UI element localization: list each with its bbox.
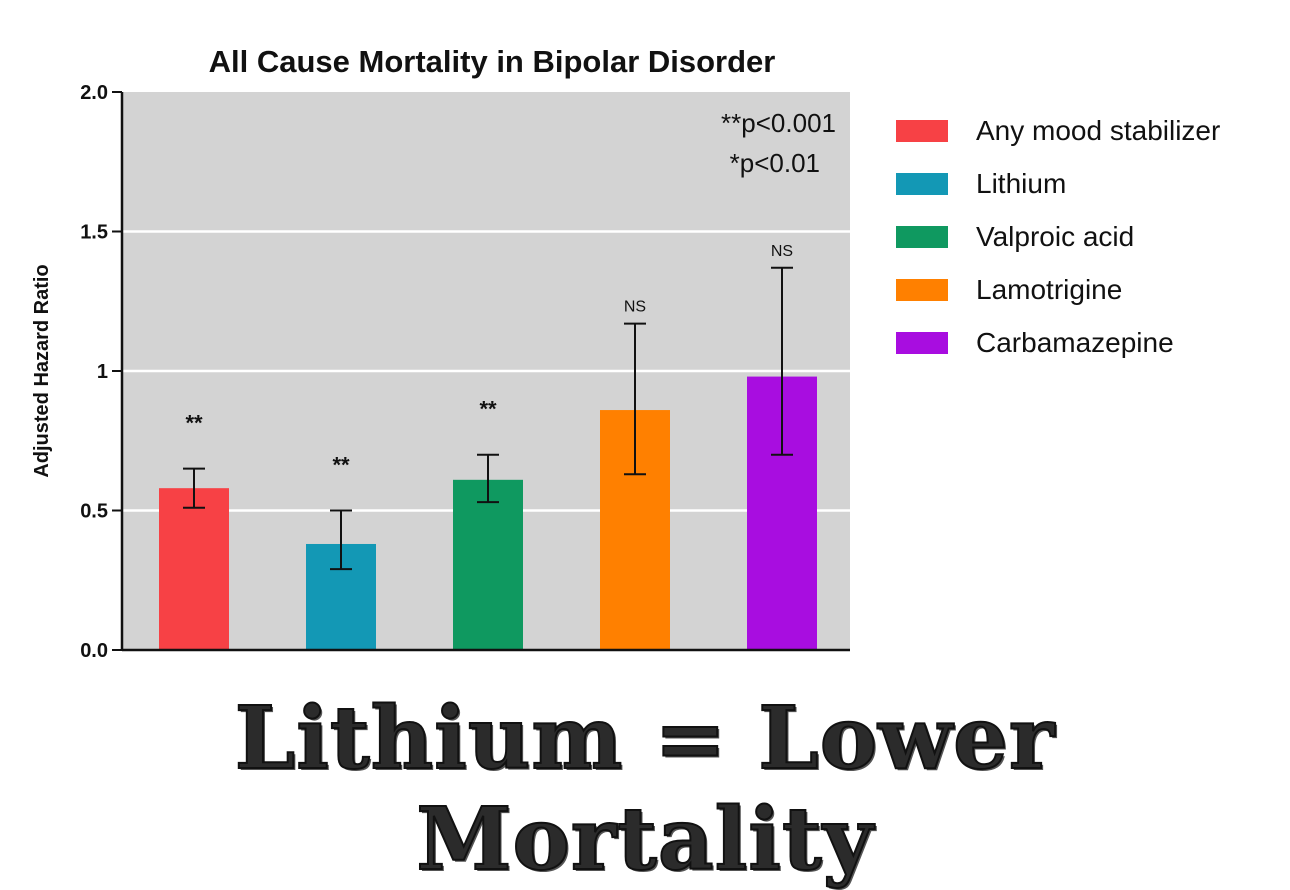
y-axis-label: Adjusted Hazard Ratio — [31, 264, 53, 477]
legend-label: Lamotrigine — [976, 273, 1123, 305]
chart-title: All Cause Mortality in Bipolar Disorder — [209, 44, 776, 79]
significance-label: ** — [479, 397, 497, 422]
legend-item: Lamotrigine — [896, 263, 1220, 316]
y-tick-label: 1 — [97, 361, 108, 383]
bar-valproic-acid — [453, 479, 523, 650]
legend-swatch — [896, 278, 948, 301]
significance-label: NS — [624, 299, 646, 316]
legend-swatch — [896, 119, 948, 142]
y-tick-label: 0.0 — [80, 640, 108, 662]
legend-label: Lithium — [976, 167, 1067, 199]
bar-any-mood-stabilizer — [159, 488, 229, 650]
y-tick-label: 2.0 — [80, 82, 108, 104]
legend-item: Carbamazepine — [896, 316, 1220, 369]
legend-swatch — [896, 331, 948, 354]
legend-item: Any mood stabilizer — [896, 104, 1220, 157]
legend-item: Lithium — [896, 157, 1220, 210]
significance-label: ** — [332, 453, 350, 478]
legend-label: Carbamazepine — [976, 326, 1174, 358]
legend-label: Valproic acid — [976, 220, 1135, 252]
annotation-p001: **p<0.001 — [721, 108, 836, 138]
legend-item: Valproic acid — [896, 210, 1220, 263]
y-tick-label: 1.5 — [80, 222, 108, 244]
legend: Any mood stabilizer Lithium Valproic acid L… — [896, 104, 1220, 369]
annotation-p01: *p<0.01 — [730, 148, 820, 178]
headline: Lithium = Lower Mortality — [234, 687, 1056, 890]
significance-label: NS — [771, 243, 793, 260]
y-tick-label: 0.5 — [80, 501, 108, 523]
legend-label: Any mood stabilizer — [976, 114, 1221, 146]
legend-swatch — [896, 172, 948, 195]
bar-chart: All Cause Mortality in Bipolar Disorder … — [31, 44, 850, 662]
legend-swatch — [896, 225, 948, 248]
significance-label: ** — [185, 411, 203, 436]
